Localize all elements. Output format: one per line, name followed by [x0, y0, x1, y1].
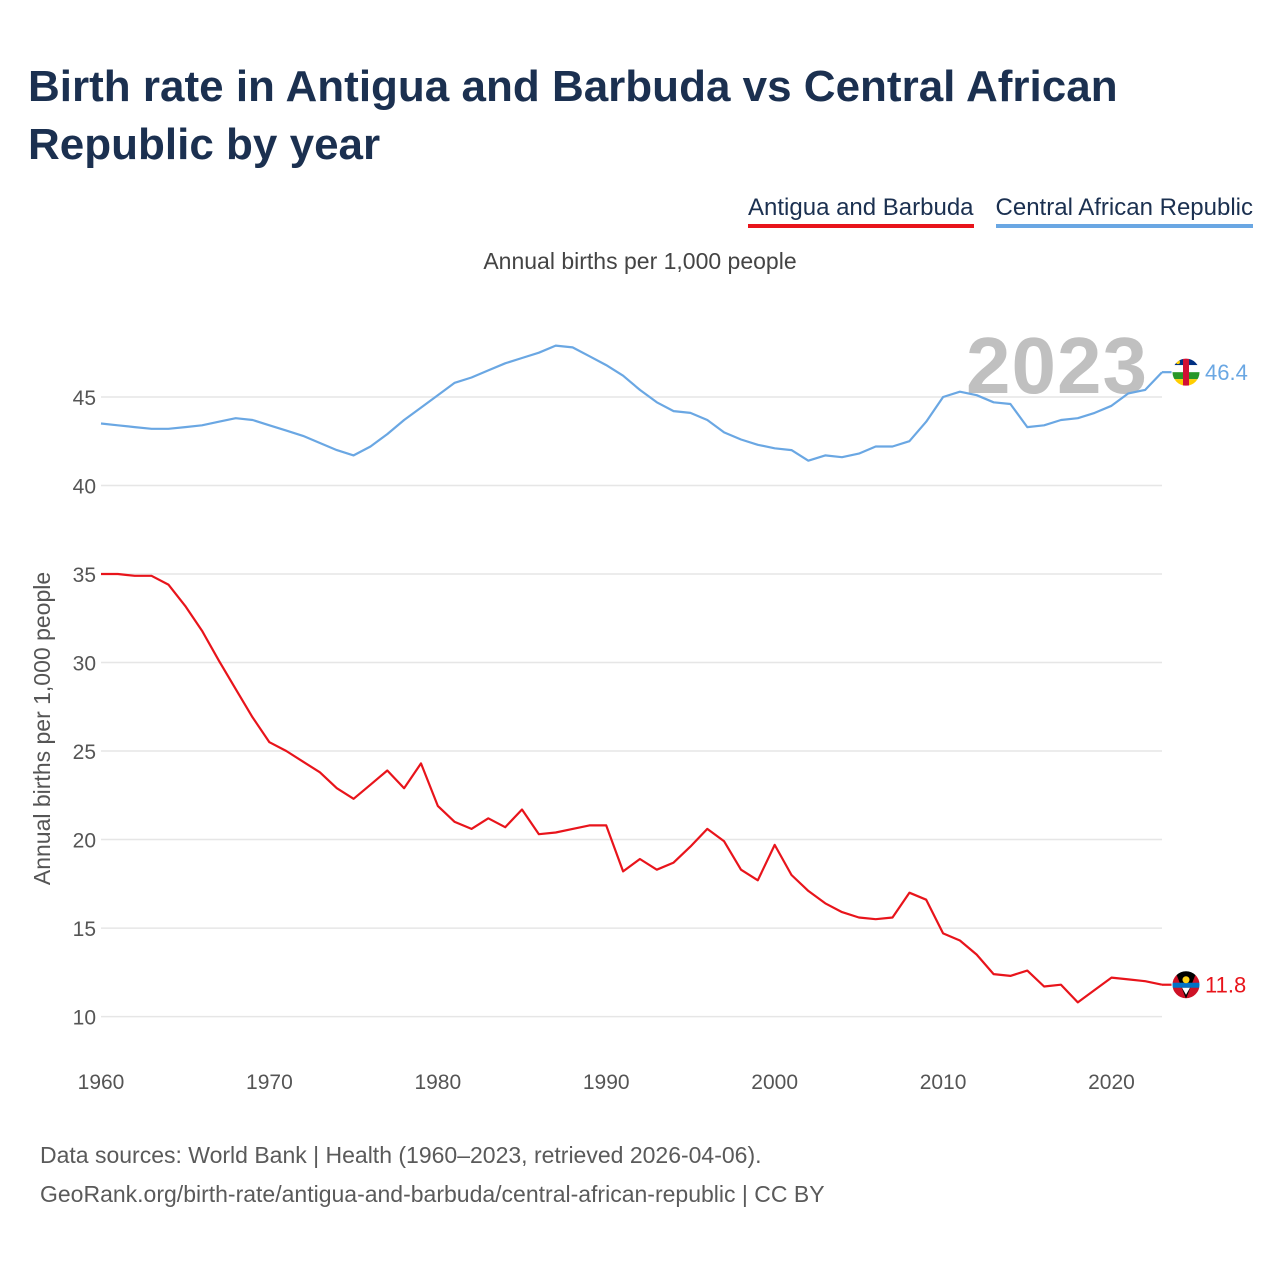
chart-title: Birth rate in Antigua and Barbuda vs Cen…: [28, 62, 1118, 169]
y-tick-label-20: 20: [73, 830, 96, 853]
x-tick-label-1960: 1960: [78, 1071, 125, 1094]
x-tick-label-2010: 2010: [920, 1071, 967, 1094]
x-tick-label-1990: 1990: [583, 1071, 630, 1094]
x-tick-label-1970: 1970: [246, 1071, 293, 1094]
x-tick-label-2020: 2020: [1088, 1071, 1135, 1094]
series-line-central-african-republic: [100, 344, 1163, 462]
y-tick-label-25: 25: [73, 741, 96, 764]
end-value-label-antigua-and-barbuda: 11.8: [1205, 973, 1246, 998]
end-value-label-central-african-republic: 46.4: [1205, 360, 1248, 385]
flag-marker-ring-central-african-republic: [1171, 357, 1201, 387]
x-tick-label-2000: 2000: [751, 1071, 798, 1094]
source-line-2: GeoRank.org/birth-rate/antigua-and-barbu…: [40, 1181, 825, 1207]
y-tick-label-10: 10: [73, 1007, 96, 1030]
antigua-flag-icon: [1172, 970, 1200, 999]
year-watermark: 2023: [966, 321, 1148, 410]
legend: Antigua and Barbuda Central African Repu…: [748, 194, 1253, 228]
legend-item-central-african-republic[interactable]: Central African Republic: [995, 194, 1253, 228]
y-tick-label-30: 30: [73, 653, 96, 676]
y-tick-label-35: 35: [73, 564, 96, 587]
y-tick-label-15: 15: [73, 918, 96, 941]
source-note: Data sources: World Bank | Health (1960–…: [40, 1136, 825, 1214]
y-axis-label: Annual births per 1,000 people: [29, 572, 55, 885]
series-line-antigua-and-barbuda: [101, 572, 1163, 1004]
source-line-1: Data sources: World Bank | Health (1960–…: [40, 1142, 762, 1168]
flag-marker-ring-antigua-and-barbuda: [1171, 970, 1201, 1000]
chart-subtitle: Annual births per 1,000 people: [483, 248, 797, 274]
x-tick-label-1980: 1980: [414, 1071, 461, 1094]
legend-item-antigua-and-barbuda[interactable]: Antigua and Barbuda: [748, 194, 974, 228]
y-tick-label-45: 45: [73, 387, 96, 410]
y-tick-label-40: 40: [73, 475, 96, 498]
